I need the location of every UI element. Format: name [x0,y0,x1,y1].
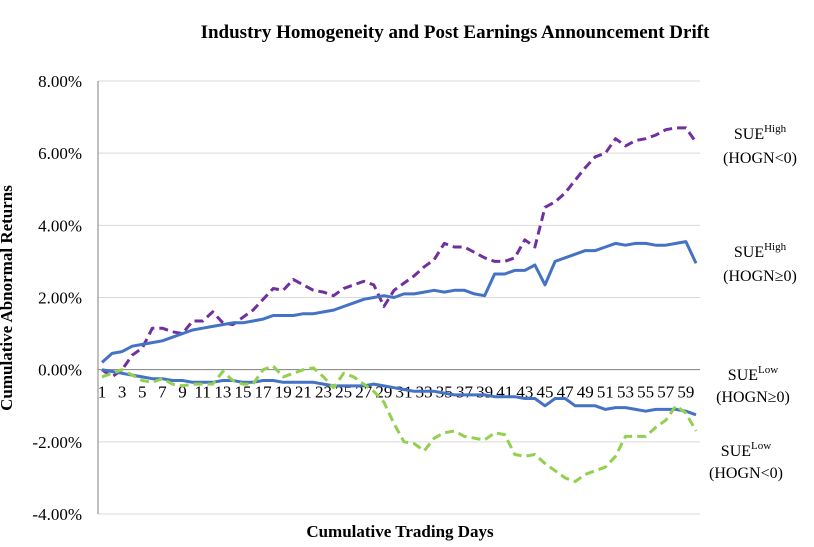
series-label-name: SUEHigh [734,241,787,261]
x-tick-label: 5 [138,383,147,402]
x-tick-label: 47 [557,383,575,402]
series-label-condition: (HOGN<0) [723,150,797,167]
series-lines [101,126,698,483]
x-tick-label: 51 [597,383,614,402]
y-tick-label: 0.00% [38,361,82,380]
y-tick-label: 8.00% [38,72,82,91]
series-label-condition: (HOGN<0) [709,465,783,482]
series-line-1 [101,126,698,379]
x-tick-label: 21 [295,383,312,402]
x-tick-label: 9 [178,383,187,402]
series-labels: SUEHigh (HOGN<0) SUEHigh (HOGN≥0) SUELow (HOG… [709,123,797,482]
x-tick-label: 39 [476,383,493,402]
x-tick-label: 23 [315,383,332,402]
y-tick-labels: 8.00% 6.00% 4.00% 2.00% 0.00% -2.00% -4.00% [32,72,82,524]
series-label-name: SUELow [728,364,778,384]
x-tick-label: 37 [456,383,474,402]
x-axis-title: Cumulative Trading Days [306,522,494,541]
series-line-3 [101,368,697,417]
y-tick-label: 4.00% [38,216,82,235]
y-tick-label: -2.00% [32,433,82,452]
x-tick-labels: 1 3 5 7 9 11 13 15 17 19 21 23 25 27 29 31 33 35 37 39 41 43 4… [98,383,695,402]
series-label-condition: (HOGN≥0) [716,389,790,406]
x-tick-label: 59 [677,383,694,402]
x-tick-label: 31 [396,383,413,402]
x-tick-label: 17 [255,383,273,402]
x-tick-label: 53 [617,383,634,402]
x-tick-label: 7 [158,383,167,402]
x-tick-label: 13 [214,383,231,402]
x-tick-label: 57 [657,383,675,402]
gridlines [97,80,700,515]
series-label-name: SUEHigh [734,123,787,143]
chart-title: Industry Homogeneity and Post Earnings A… [201,22,710,43]
series-label-condition: (HOGN≥0) [723,268,797,285]
x-tick-label: 41 [496,383,513,402]
x-tick-label: 11 [194,383,210,402]
series-line-4 [101,364,698,483]
y-tick-label: -4.00% [32,505,82,524]
x-tick-label: 55 [637,383,654,402]
x-tick-label: 45 [536,383,553,402]
x-tick-label: 3 [118,383,127,402]
series-line-2 [101,240,698,364]
y-tick-label: 2.00% [38,289,82,308]
y-tick-label: 6.00% [38,144,82,163]
x-tick-label: 25 [335,383,352,402]
x-tick-label: 49 [577,383,594,402]
y-axis-title: Cumulative Abnormal Returns [0,185,16,411]
x-tick-label: 1 [98,383,107,402]
series-label-name: SUELow [721,440,771,460]
x-tick-label: 19 [275,383,292,402]
x-tick-label: 15 [234,383,251,402]
